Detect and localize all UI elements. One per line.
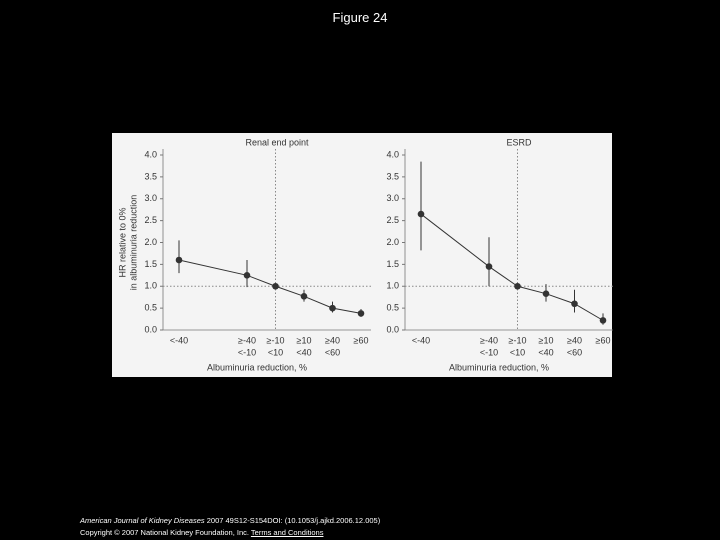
point xyxy=(571,300,578,308)
y-tick-label: 0.5 xyxy=(386,303,399,313)
panel-title: Renal end point xyxy=(245,137,309,147)
y-tick-label: 3.0 xyxy=(386,193,399,203)
y-tick-label: 2.0 xyxy=(386,237,399,247)
x-tick-label: <-10 xyxy=(238,347,256,357)
y-tick-label: 0.5 xyxy=(144,303,157,313)
x-tick-label: ≥-10 xyxy=(267,335,285,345)
point xyxy=(329,304,336,312)
x-tick-label: <40 xyxy=(296,347,311,357)
point xyxy=(542,290,550,297)
point xyxy=(599,317,607,324)
x-axis-label: Albuminuria reduction, % xyxy=(207,362,307,372)
y-tick-label: 3.5 xyxy=(386,171,399,181)
point xyxy=(300,293,308,300)
y-axis-label: in albuminuria reduction xyxy=(128,195,138,291)
series-line xyxy=(420,213,604,321)
citation: American Journal of Kidney Diseases 2007… xyxy=(80,516,380,525)
x-tick-label: ≥-40 xyxy=(480,335,498,345)
point xyxy=(417,210,425,218)
figure-panel xyxy=(112,133,612,377)
x-tick-label: <60 xyxy=(567,347,582,357)
x-axis-label: Albuminuria reduction, % xyxy=(449,362,549,372)
y-tick-label: 1.0 xyxy=(144,281,157,291)
terms-link[interactable]: Terms and Conditions xyxy=(250,528,324,537)
x-tick-label: ≥40 xyxy=(567,335,582,345)
x-tick-label: <60 xyxy=(325,347,340,357)
point xyxy=(485,263,493,270)
x-tick-label: ≥40 xyxy=(325,335,340,345)
x-tick-label: <-10 xyxy=(480,347,498,357)
x-tick-label: <-40 xyxy=(412,335,430,345)
x-tick-label: ≥-10 xyxy=(509,335,527,345)
point xyxy=(514,282,521,290)
y-tick-label: 2.0 xyxy=(144,237,157,247)
point xyxy=(175,256,183,264)
x-tick-label: <40 xyxy=(538,347,553,357)
point xyxy=(243,272,251,279)
x-tick-label: <10 xyxy=(510,347,525,357)
citation-text: 2007 49S12-S154DOI: (10.1053/j.ajkd.2006… xyxy=(204,516,381,525)
copyright-line: Copyright © 2007 National Kidney Foundat… xyxy=(80,528,323,537)
x-tick-label: <10 xyxy=(268,347,283,357)
point xyxy=(357,310,365,317)
journal: American Journal of Kidney Diseases xyxy=(80,516,205,525)
x-tick-label: ≥60 xyxy=(354,335,369,345)
x-tick-label: ≥10 xyxy=(539,335,554,345)
y-tick-label: 3.5 xyxy=(144,171,157,181)
panel-title: ESRD xyxy=(506,137,532,147)
y-tick-label: 2.5 xyxy=(144,215,157,225)
x-tick-label: <-40 xyxy=(170,335,188,345)
copyright: Copyright © 2007 National Kidney Foundat… xyxy=(80,528,249,537)
figure-title: Figure 24 xyxy=(332,10,388,25)
series-line xyxy=(178,259,362,314)
x-tick-label: ≥-40 xyxy=(238,335,256,345)
x-tick-label: ≥10 xyxy=(297,335,312,345)
y-tick-label: 4.0 xyxy=(386,149,399,159)
y-tick-label: 3.0 xyxy=(144,193,157,203)
y-tick-label: 1.5 xyxy=(144,259,157,269)
y-tick-label: 0.0 xyxy=(386,324,399,334)
y-tick-label: 0.0 xyxy=(144,324,157,334)
y-tick-label: 1.0 xyxy=(386,281,399,291)
x-tick-label: ≥60 xyxy=(596,335,611,345)
y-tick-label: 1.5 xyxy=(386,259,399,269)
y-tick-label: 2.5 xyxy=(386,215,399,225)
y-tick-label: 4.0 xyxy=(144,149,157,159)
y-axis-label: HR relative to 0% xyxy=(117,207,127,277)
point xyxy=(272,282,279,290)
